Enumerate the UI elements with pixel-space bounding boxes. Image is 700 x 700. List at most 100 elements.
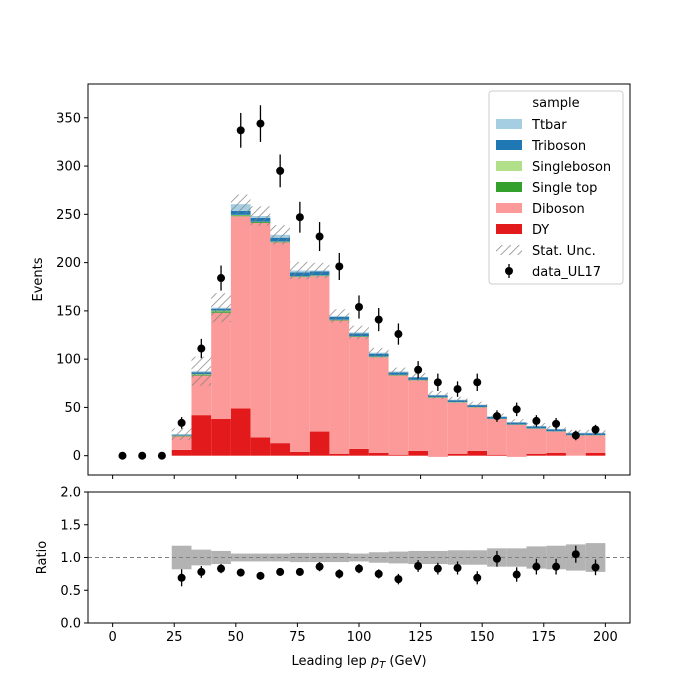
data-point-3 [177, 418, 186, 427]
stat-unc-box-17 [447, 396, 468, 403]
data-point-8 [276, 166, 285, 175]
bar-diboson-20 [506, 424, 527, 457]
ratio-point-17 [512, 570, 521, 579]
stat-unc-box-13 [368, 347, 389, 358]
bar-diboson-9 [290, 277, 310, 452]
bar-diboson-6 [230, 216, 251, 409]
ratio-band-3 [230, 553, 251, 562]
legend-swatch-triboson [496, 140, 522, 150]
data-point-16 [433, 378, 442, 387]
ratio-x-axis-label: Leading lep pT (GeV) [291, 654, 426, 671]
bar-dy-5 [211, 419, 231, 456]
bar-dy-24 [585, 452, 606, 456]
ratio-x-tick-label-2: 50 [228, 630, 245, 645]
bar-diboson-10 [309, 276, 330, 432]
ratio-point-14 [453, 563, 462, 572]
bar-dy-22 [546, 452, 566, 456]
legend-label-stat-unc-: Stat. Unc. [532, 244, 596, 259]
bar-dy-12 [349, 448, 369, 456]
bar-diboson-15 [408, 380, 428, 451]
bar-dy-14 [388, 454, 409, 456]
stat-unc-box-10 [309, 262, 330, 279]
bar-diboson-22 [546, 431, 566, 453]
legend-swatch-singleboson [496, 161, 522, 171]
stat-unc-box-11 [329, 309, 350, 323]
ratio-point-0 [177, 573, 186, 582]
stat-unc-box-18 [467, 401, 488, 408]
legend-swatch-ttbar [496, 119, 522, 129]
ratio-band-19 [546, 545, 566, 570]
data-point-1 [138, 451, 147, 460]
ratio-point-9 [355, 564, 363, 573]
bar-diboson-8 [270, 242, 291, 444]
ratio-x-tick-label-6: 150 [470, 630, 495, 645]
bar-diboson-18 [467, 407, 488, 451]
ratio-point-18 [532, 562, 541, 571]
ratio-point-15 [473, 573, 482, 582]
main-y-ticks: 0 50 100 150 200 250 300 350 [56, 111, 88, 464]
bar-dy-13 [368, 452, 389, 456]
data-point-4 [197, 344, 206, 353]
bar-dy-8 [270, 443, 291, 456]
ratio-point-8 [335, 569, 344, 578]
ratio-band-8 [329, 552, 350, 563]
ratio-y-tick-label-1: 0.5 [60, 584, 81, 599]
bar-diboson-12 [349, 336, 369, 449]
data-point-18 [473, 378, 482, 387]
ratio-x-ticks: 0 25 50 75 100 125 150 175 200 [108, 623, 618, 645]
data-point-17 [453, 385, 462, 394]
main-y-tick-label-1: 50 [64, 401, 81, 416]
stacked-bars [171, 204, 606, 457]
bar-diboson-17 [447, 402, 468, 454]
bar-diboson-5 [211, 312, 231, 420]
data-point-10 [315, 232, 324, 241]
ratio-y-tick-label-4: 2.0 [60, 486, 81, 501]
bar-dy-11 [329, 453, 350, 456]
legend-label-diboson: Diboson [532, 202, 585, 217]
stat-unc-box-3 [171, 428, 192, 440]
ratio-band-14 [447, 550, 468, 565]
main-y-tick-label-7: 350 [56, 111, 81, 126]
ratio-x-tick-label-7: 175 [531, 630, 556, 645]
main-y-tick-label-3: 150 [56, 304, 81, 319]
stat-unc-box-7 [250, 206, 271, 226]
bar-diboson-19 [487, 419, 507, 455]
legend-label-dy: DY [532, 223, 549, 238]
bar-diboson-24 [585, 435, 606, 453]
bar-dy-3 [171, 449, 192, 456]
bar-dy-4 [191, 415, 212, 456]
data-point-14 [394, 330, 403, 339]
legend-swatch-diboson [496, 203, 522, 213]
stat-unc-box-14 [388, 367, 409, 376]
data-point-7 [256, 119, 265, 128]
data-point-12 [355, 303, 363, 312]
legend-swatch-stat-unc- [496, 245, 522, 255]
ratio-point-12 [414, 562, 423, 571]
main-y-tick-label-2: 100 [56, 353, 81, 368]
main-y-tick-label-6: 300 [56, 160, 81, 175]
data-point-23 [571, 431, 580, 440]
ratio-point-5 [276, 567, 285, 576]
ratio-point-16 [492, 554, 501, 563]
ratio-point-10 [374, 569, 383, 578]
ratio-point-20 [571, 550, 580, 559]
data-point-2 [157, 451, 166, 460]
legend-label-triboson: Triboson [531, 139, 586, 154]
data-points [118, 105, 600, 460]
stat-unc-box-6 [230, 194, 251, 214]
ratio-band-4 [250, 553, 271, 562]
ratio-y-tick-label-3: 1.5 [60, 518, 81, 533]
data-point-19 [492, 412, 501, 421]
bar-diboson-16 [427, 397, 448, 457]
ratio-point-19 [552, 562, 561, 571]
stat-unc-box-16 [427, 391, 448, 399]
main-y-axis-label: Events [31, 257, 46, 301]
bar-diboson-23 [565, 435, 586, 456]
bar-dy-7 [250, 437, 271, 456]
data-point-6 [236, 126, 245, 135]
bar-dy-10 [309, 431, 330, 456]
ratio-point-11 [394, 575, 403, 584]
ratio-x-tick-label-3: 75 [289, 630, 306, 645]
bar-dy-18 [467, 450, 488, 456]
